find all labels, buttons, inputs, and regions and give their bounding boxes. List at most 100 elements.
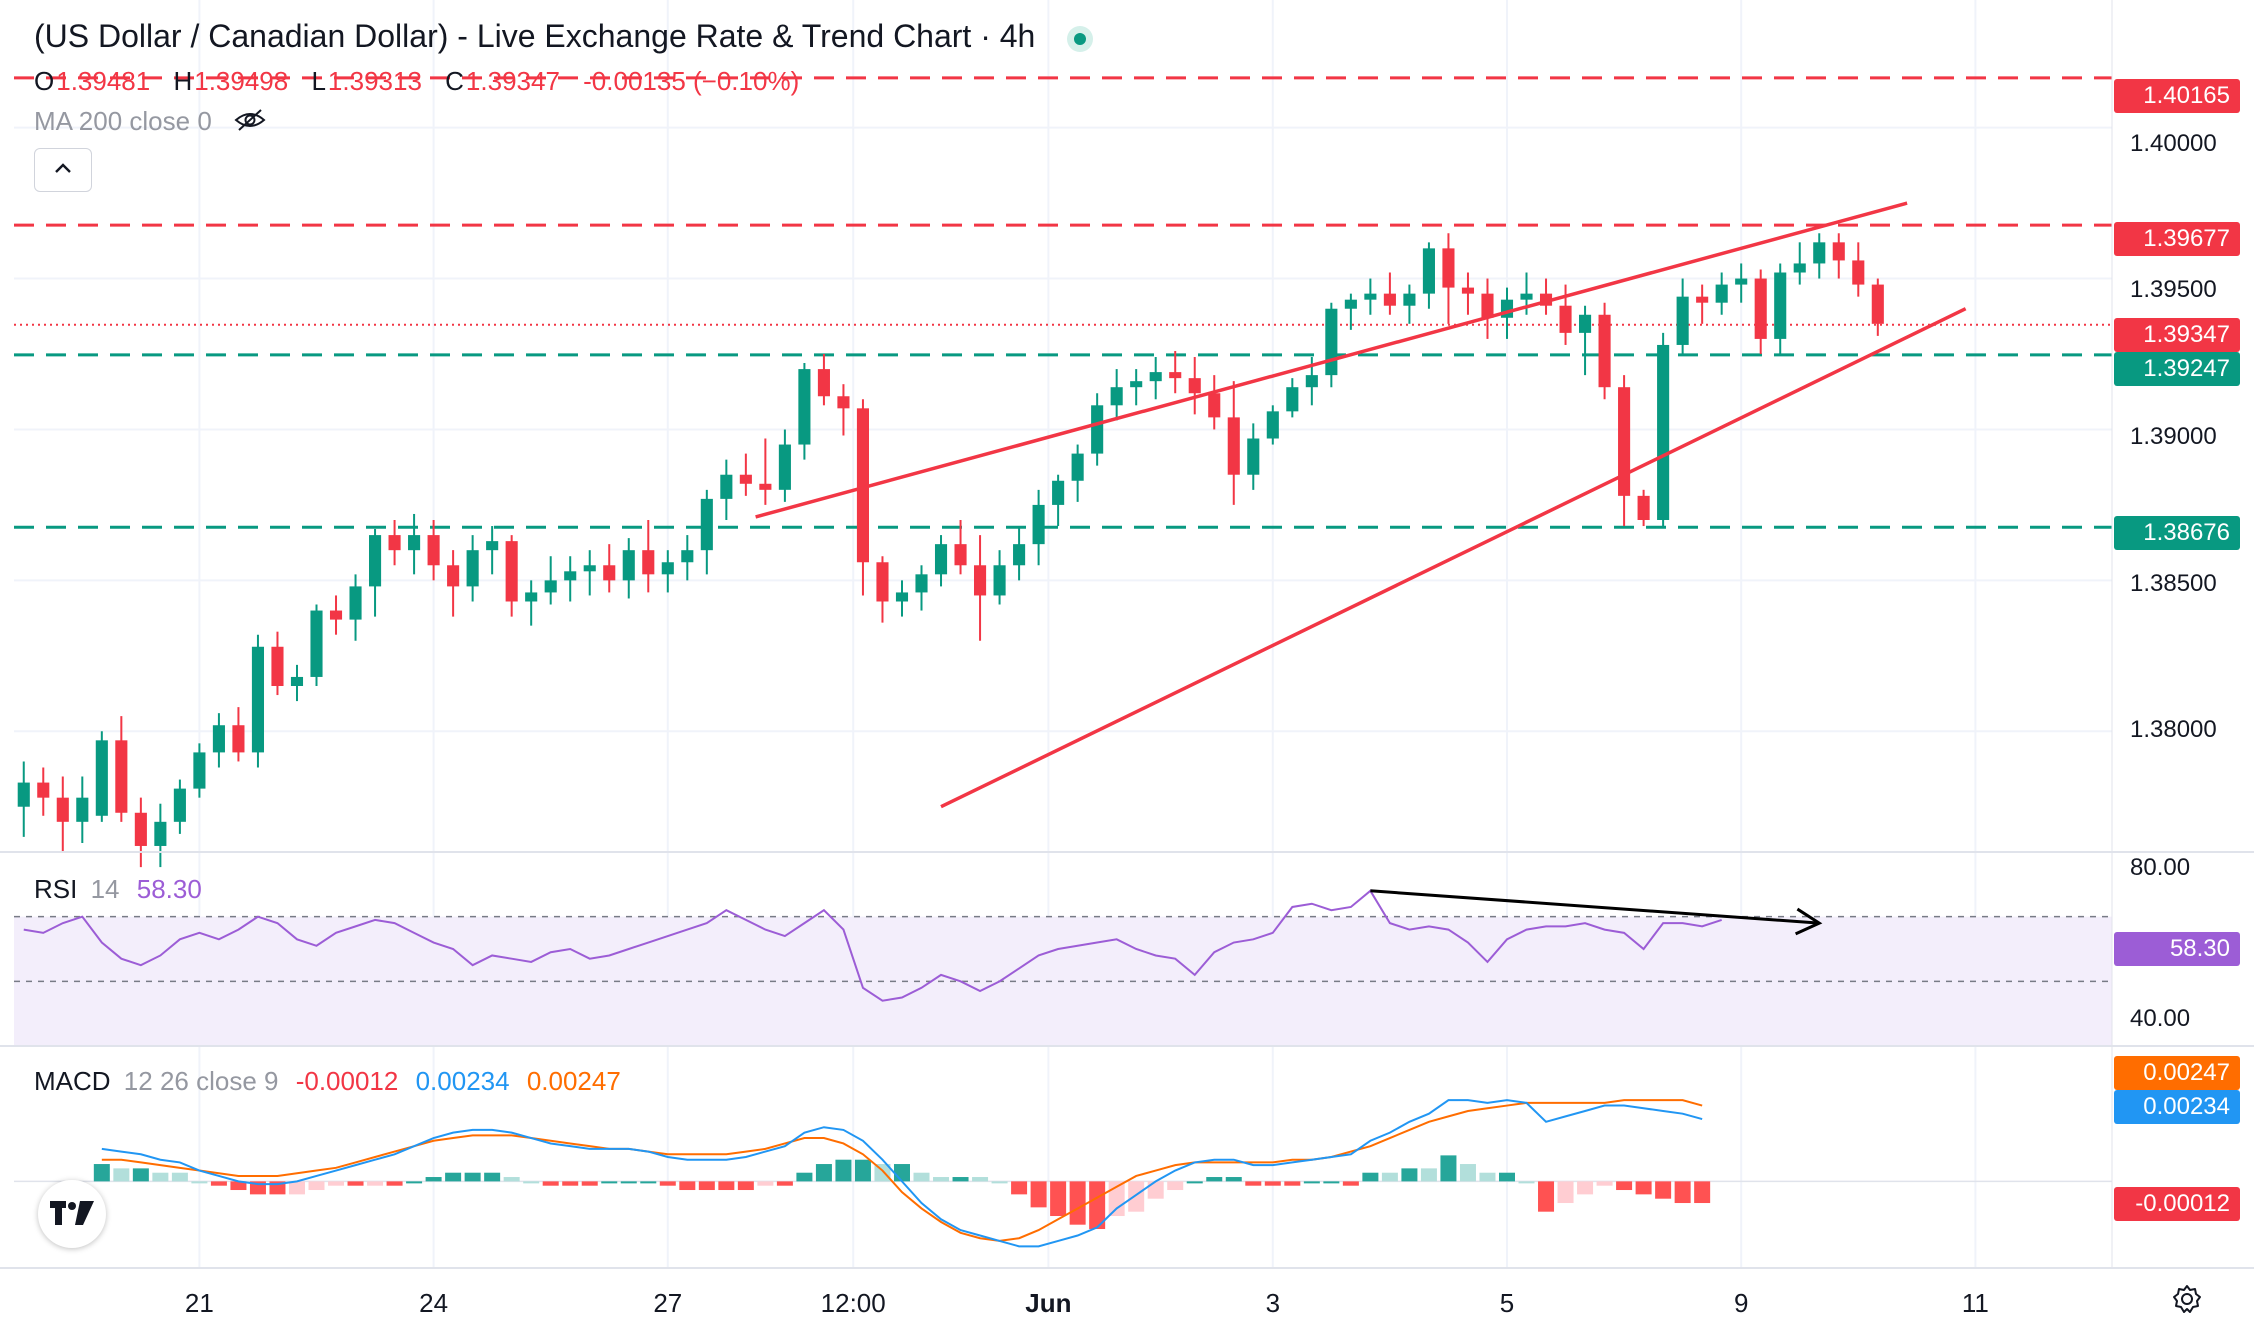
candle-body-16 <box>329 610 343 620</box>
macd-hist-tag: -0.00012 <box>2114 1187 2240 1221</box>
candle-body-17 <box>349 586 362 620</box>
macd-hist-bar-61 <box>1284 1181 1301 1186</box>
macd-hist-value: -0.00012 <box>295 1066 399 1096</box>
macd-line-tag: 0.00234 <box>2114 1090 2240 1124</box>
trendline-upper <box>755 201 1908 519</box>
candle-body-84 <box>1657 344 1670 520</box>
trendlines[interactable] <box>755 201 1967 809</box>
eye-off-icon[interactable] <box>233 108 267 139</box>
candle-body-44 <box>876 562 889 602</box>
tradingview-logo-icon[interactable] <box>38 1180 106 1248</box>
candle-body-33 <box>661 562 674 575</box>
macd-hist-bar-48 <box>1030 1181 1047 1208</box>
candle-body-55 <box>1091 405 1104 454</box>
price-tick-5: 1.38000 <box>2130 716 2217 743</box>
ohlc-low-key: L <box>311 66 326 96</box>
rsi-line <box>23 889 1722 1002</box>
candle-body-31 <box>622 550 635 581</box>
grid <box>14 0 2112 1268</box>
ohlc-open-key: O <box>34 66 55 96</box>
macd-hist-bar-62 <box>1303 1181 1320 1184</box>
macd-hist-bar-68 <box>1420 1168 1437 1182</box>
candle-body-45 <box>895 592 909 602</box>
macd-hist-bar-33 <box>737 1181 754 1191</box>
candle-body-93 <box>1832 242 1845 261</box>
macd-legend[interactable]: MACD 12 26 close 9 -0.00012 0.00234 0.00… <box>34 1066 621 1097</box>
macd-pane <box>14 1099 2112 1248</box>
macd-hist-bar-29 <box>659 1181 676 1186</box>
trendline-lower <box>940 307 1967 809</box>
candle-body-13 <box>271 646 284 686</box>
candle-body-41 <box>817 369 830 397</box>
rsi-label: RSI <box>34 874 78 904</box>
candle-body-14 <box>290 676 304 686</box>
macd-hist-bar-47 <box>1011 1181 1028 1195</box>
time-tick-6: 5 <box>1499 1288 1515 1318</box>
rsi-period: 14 <box>90 874 120 904</box>
rsi-pane <box>14 889 2112 1046</box>
macd-hist-bar-49 <box>1050 1181 1067 1217</box>
macd-hist-bar-72 <box>1498 1172 1515 1182</box>
candle-body-62 <box>1227 417 1240 475</box>
macd-hist-bar-22 <box>523 1181 540 1184</box>
macd-hist-bar-18 <box>445 1172 462 1182</box>
candle-body-83 <box>1637 495 1650 520</box>
ma-legend[interactable]: MA 200 close 0 <box>34 106 267 139</box>
price-tag-5: 1.38676 <box>2114 516 2240 550</box>
macd-label: MACD <box>34 1066 111 1096</box>
macd-hist-bar-15 <box>386 1181 403 1186</box>
candle-body-87 <box>1715 284 1728 303</box>
gear-icon[interactable] <box>2172 1284 2202 1319</box>
candle-body-35 <box>700 498 713 551</box>
macd-hist-bar-35 <box>776 1181 793 1186</box>
rsi-legend[interactable]: RSI 14 58.30 <box>34 874 202 905</box>
candle-body-23 <box>466 550 479 587</box>
divergence-arrow-line <box>1370 889 1820 925</box>
candle-body-90 <box>1774 272 1787 339</box>
macd-hist-bar-71 <box>1479 1172 1496 1182</box>
ohlc-close-value: 1.39347 <box>465 66 560 96</box>
candle-body-91 <box>1793 263 1806 273</box>
candle-body-72 <box>1422 248 1435 294</box>
status-dot-icon <box>1074 32 1087 45</box>
price-tag-4: 1.39247 <box>2114 352 2240 386</box>
chart-title-row: (US Dollar / Canadian Dollar) - Live Exc… <box>34 18 1087 55</box>
candle-body-46 <box>915 574 928 593</box>
macd-hist-bar-64 <box>1342 1181 1359 1186</box>
macd-hist-bar-12 <box>328 1181 345 1186</box>
candle-body-66 <box>1305 375 1318 388</box>
candle-body-39 <box>778 444 791 490</box>
macd-hist-bar-57 <box>1206 1177 1223 1182</box>
divergence-arrow-head <box>1794 907 1823 936</box>
macd-hist-bar-81 <box>1674 1181 1691 1204</box>
macd-hist-bar-66 <box>1381 1172 1398 1182</box>
macd-hist-bar-20 <box>484 1172 501 1182</box>
candle-body-49 <box>974 565 987 596</box>
candle-body-1 <box>37 782 50 798</box>
time-tick-5: 3 <box>1265 1288 1281 1318</box>
candle-body-8 <box>173 788 186 822</box>
candle-body-67 <box>1325 308 1338 376</box>
candle-body-86 <box>1696 296 1709 303</box>
collapse-legend-button[interactable] <box>34 148 92 192</box>
macd-hist-bar-2 <box>132 1168 149 1182</box>
candle-body-22 <box>447 565 460 587</box>
macd-hist-bar-51 <box>1089 1181 1106 1230</box>
macd-line <box>101 1099 1703 1248</box>
candle-body-95 <box>1871 284 1884 324</box>
macd-hist-bar-46 <box>991 1181 1008 1184</box>
macd-hist-bar-43 <box>933 1177 950 1182</box>
macd-hist-bar-63 <box>1323 1181 1340 1184</box>
candle-body-60 <box>1188 378 1201 394</box>
candle-body-80 <box>1579 314 1592 333</box>
candle-body-18 <box>369 535 382 587</box>
candle-body-4 <box>95 740 108 816</box>
macd-hist-bar-32 <box>718 1181 735 1191</box>
candle-body-20 <box>408 535 421 551</box>
candle-body-24 <box>486 541 499 551</box>
macd-hist-bar-36 <box>796 1172 813 1182</box>
pane-separators[interactable] <box>0 0 2254 1269</box>
macd-hist-bar-75 <box>1557 1181 1574 1204</box>
candle-body-69 <box>1364 293 1377 300</box>
